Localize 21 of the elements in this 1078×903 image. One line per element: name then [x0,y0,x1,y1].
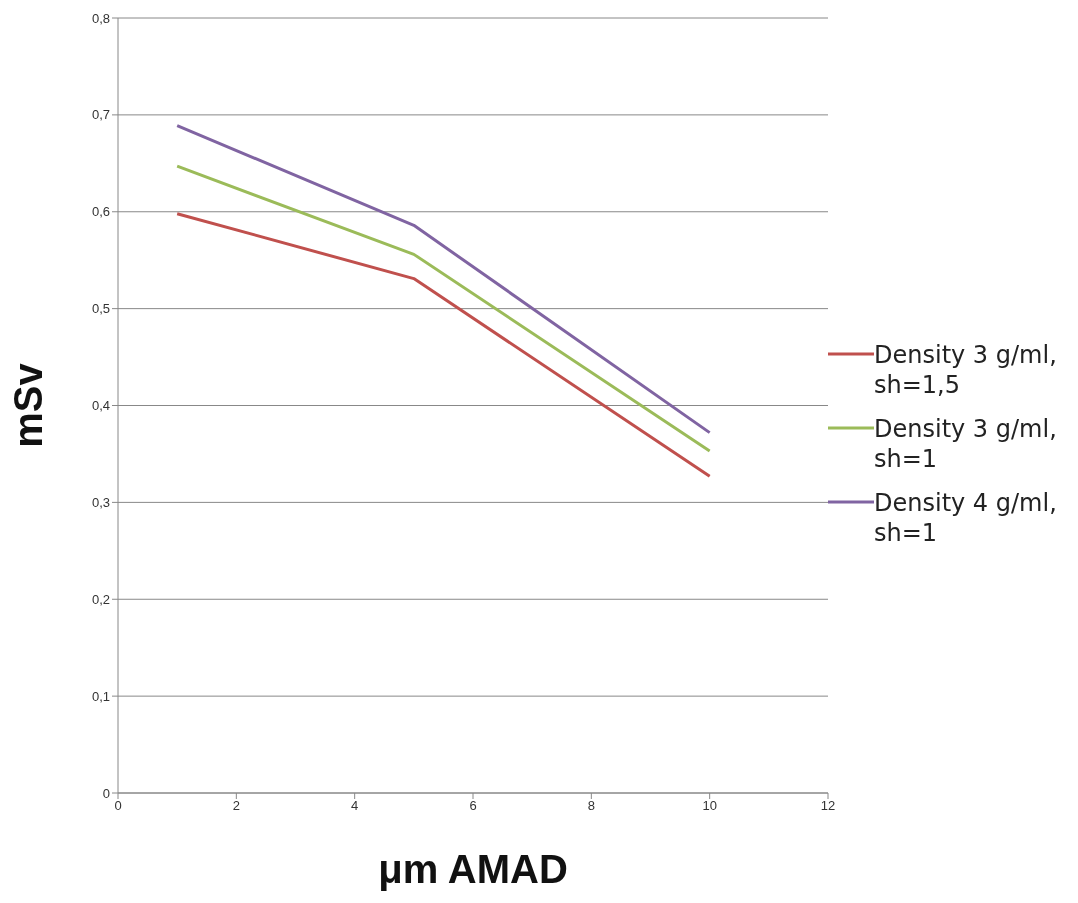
y-axis-title: mSv [6,362,51,448]
x-tick-label: 0 [114,798,122,814]
x-tick-label: 4 [351,798,359,814]
x-tick-label: 2 [232,798,240,814]
y-tick-label: 0,4 [91,398,110,414]
x-tick-label: 12 [820,798,836,814]
y-tick-label: 0,2 [91,591,110,607]
x-axis-title: μm AMAD [378,847,568,891]
x-tick-label: 6 [469,798,477,814]
legend-label: Density 3 g/ml, sh=1 [874,413,1058,474]
y-tick-label: 0,7 [91,107,110,123]
legend-label: Density 4 g/ml, sh=1 [874,487,1058,548]
y-tick-label: 0,8 [91,10,110,26]
y-tick-label: 0,1 [91,688,110,704]
x-tick-label: 8 [587,798,595,814]
y-tick-label: 0,3 [91,494,110,510]
legend-label: Density 3 g/ml, sh=1,5 [874,339,1058,400]
y-tick-label: 0 [102,785,110,801]
y-tick-label: 0,6 [91,204,110,220]
x-tick-label: 10 [702,798,717,814]
y-tick-label: 0,5 [91,301,110,317]
